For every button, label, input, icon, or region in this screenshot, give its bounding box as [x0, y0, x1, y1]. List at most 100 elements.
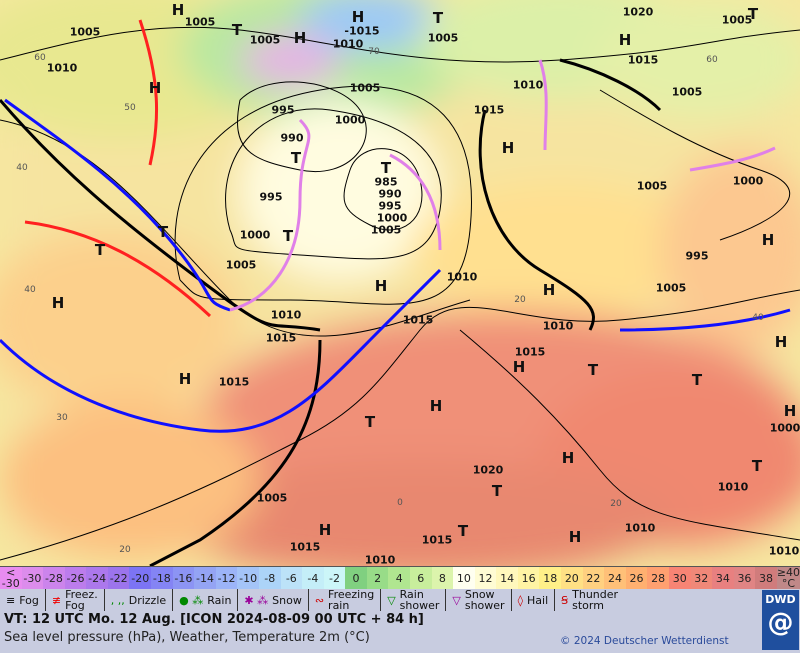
scale-cell: 38: [755, 567, 777, 589]
isobar-label: 1015: [421, 533, 453, 547]
temperature-contour-label: 30: [56, 413, 68, 423]
legend-label: Freez. Fog: [65, 588, 98, 612]
low-pressure-center: T: [747, 5, 759, 23]
scale-cell: < -30: [0, 566, 22, 590]
scale-cell: -26: [64, 567, 87, 589]
rain-icon: ● ⁂: [179, 593, 204, 607]
isobar-label: 1010: [332, 37, 364, 51]
legend-label: Thunder storm: [572, 588, 619, 612]
low-pressure-center: T: [94, 241, 106, 259]
legend-item: ✱ ⁂ Snow: [238, 589, 309, 611]
scale-cell: 14: [496, 567, 518, 589]
isobar-label: 1015: [627, 53, 659, 67]
legend-item: ∾ Freezing rain: [309, 589, 382, 611]
low-pressure-center: T: [457, 522, 469, 540]
high-pressure-center: H: [51, 294, 65, 312]
isobar-label: 1010: [717, 480, 749, 494]
scale-cell: -28: [43, 567, 65, 589]
isobar-label: 1005: [184, 15, 216, 29]
legend-item: ● ⁂ Rain: [173, 589, 239, 611]
scale-cell: 34: [712, 567, 734, 589]
isobar-label: 1005: [69, 25, 101, 39]
isobar-label: 1020: [472, 463, 504, 477]
scale-cell: ≥40 °C: [776, 566, 800, 590]
scale-cell: 30: [668, 567, 691, 589]
temperature-contour-label: 20: [610, 499, 622, 509]
occlusion-east: [538, 59, 776, 172]
low-pressure-center: T: [290, 149, 302, 167]
scale-cell: 28: [647, 567, 669, 589]
isobar-label: 1005: [427, 31, 459, 45]
temperature-contour-label: 40: [24, 285, 36, 295]
high-pressure-center: H: [512, 358, 526, 376]
isobar-label: 1010: [364, 553, 396, 566]
high-pressure-center: H: [318, 521, 332, 539]
scale-cell: -30: [21, 567, 44, 589]
snow-shower-icon: ▽: [452, 593, 461, 607]
legend-item: ▽ Snow shower: [446, 588, 512, 612]
low-pressure-center: T: [380, 159, 392, 177]
isobar-label: 1000: [732, 174, 764, 188]
high-pressure-center: H: [542, 281, 556, 299]
scale-cell: -2: [323, 567, 346, 589]
legend-label: Snow shower: [464, 588, 505, 612]
low-pressure-center: T: [587, 361, 599, 379]
legend-item: ≢ Freez. Fog: [46, 589, 105, 611]
isobar-label: 1005: [721, 13, 753, 27]
scale-cell: -4: [302, 567, 324, 589]
temperature-contour-label: 60: [34, 53, 46, 63]
isobar-label: 1010: [542, 319, 574, 333]
legend-label: Fog: [19, 593, 39, 607]
isobar-label: 990: [280, 131, 304, 145]
temperature-contour-label: 70: [368, 47, 380, 57]
high-pressure-center: H: [171, 1, 185, 19]
legend-label: Rain shower: [399, 588, 440, 612]
warm-front-north: [138, 19, 159, 166]
high-pressure-center: H: [568, 528, 582, 546]
temperature-contour-label: 50: [124, 103, 136, 113]
scale-cell: 2: [366, 567, 389, 589]
high-pressure-center: H: [774, 333, 788, 351]
isobar-label: 1020: [622, 5, 654, 19]
scale-cell: 18: [539, 567, 562, 589]
low-pressure-center: T: [364, 413, 376, 431]
high-pressure-center: H: [783, 402, 797, 420]
snow-icon: ✱ ⁂: [244, 593, 269, 607]
high-pressure-center: H: [351, 8, 365, 26]
legend-label: Drizzle: [128, 593, 167, 607]
isobar-label: 1000: [239, 228, 271, 242]
high-pressure-center: H: [429, 397, 443, 415]
scale-cell: -8: [258, 567, 281, 589]
low-pressure-center: T: [432, 9, 444, 27]
high-pressure-center: H: [374, 277, 388, 295]
high-pressure-center: H: [178, 370, 192, 388]
scale-cell: 8: [431, 567, 454, 589]
scale-cell: -16: [172, 567, 195, 589]
warm-front: [24, 220, 212, 318]
isobar-label: 1015: [289, 540, 321, 554]
rain-shower-icon: ▽: [387, 593, 396, 607]
cold-front-atlantic: [4, 98, 231, 312]
low-pressure-center: T: [282, 227, 294, 245]
isobar-label: 990: [378, 187, 402, 201]
high-pressure-center: H: [148, 79, 162, 97]
legend-item: Ꞩ Thunder storm: [555, 589, 624, 611]
copyright: © 2024 Deutscher Wetterdienst: [560, 635, 729, 647]
isobar-label: 1015: [265, 331, 297, 345]
isobar-label: 995: [271, 103, 295, 117]
scale-cell: 22: [582, 567, 605, 589]
isobar-label: 985: [374, 175, 398, 189]
isobar-label: 1005: [636, 179, 668, 193]
high-pressure-center: H: [501, 139, 515, 157]
temperature-contour-label: 40: [16, 163, 28, 173]
scale-cell: 20: [561, 567, 583, 589]
scale-cell: -22: [107, 567, 130, 589]
scale-cell: 24: [604, 567, 626, 589]
scale-cell: -6: [280, 567, 303, 589]
scale-cell: 10: [453, 567, 475, 589]
troughs: [0, 58, 662, 566]
scale-cell: -24: [86, 567, 108, 589]
scale-cell: -10: [237, 567, 259, 589]
legend-label: Hail: [527, 593, 549, 607]
isobar-label: 995: [378, 199, 402, 213]
